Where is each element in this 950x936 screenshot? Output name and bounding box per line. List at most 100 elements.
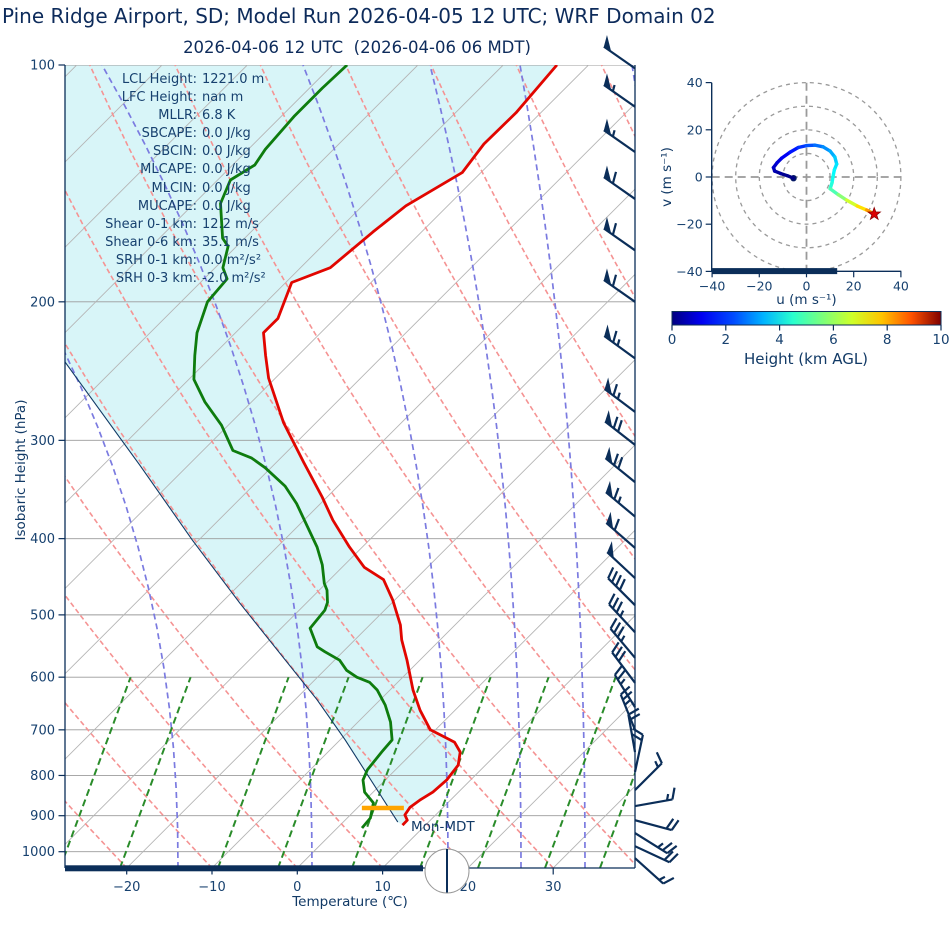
temperature-tick-label: −10 (198, 880, 225, 895)
wind-barb (605, 511, 636, 549)
stat-value: 0.0 m²/s² (202, 252, 262, 268)
stat-value: 0.0 J/kg (202, 162, 251, 178)
isotherm-line (65, 65, 589, 590)
colorbar-tick-label: 10 (932, 332, 949, 348)
wind-barb (603, 118, 636, 153)
isotherm-line (65, 273, 635, 846)
sounding-profiles (65, 65, 558, 829)
wind-barb (606, 541, 636, 579)
pressure-tick-label: 800 (30, 769, 55, 784)
hodograph-v-tick-label: 40 (687, 75, 703, 90)
temperature-tick-label: 0 (293, 880, 301, 895)
hodograph-u-axis-label: u (m s⁻¹) (776, 292, 837, 308)
colorbar-tick-label: 8 (883, 332, 892, 348)
wind-barb (603, 73, 636, 108)
surface-local-time-label: Mon-MDT (411, 819, 475, 835)
wind-barb (608, 593, 636, 633)
isotherm-line (65, 65, 333, 334)
hodograph-u-tick-label: −20 (746, 278, 772, 293)
stat-value: 0.0 J/kg (202, 198, 251, 214)
wind-barb (634, 751, 663, 791)
stat-row: SBCIN: 0.0 J/kg (58, 143, 358, 161)
dry-adiabat-line (430, 65, 635, 438)
hodograph-range-ring (735, 105, 878, 249)
stat-label: SRH 0-3 km: (115, 271, 197, 287)
mixing-ratio-line (351, 677, 424, 868)
isotherm-line (467, 700, 635, 868)
wind-barb (603, 165, 636, 200)
pressure-tick-label: 600 (30, 671, 55, 686)
pressure-axis-label: Isobaric Height (hPa) (13, 399, 29, 541)
dry-adiabat-line (89, 65, 635, 866)
colorbar-tick-label: 2 (722, 332, 731, 348)
dry-adiabat-line (65, 188, 554, 868)
stat-label: SRH 0-1 km: (115, 252, 197, 268)
colorbar-tick-label: 6 (829, 332, 838, 348)
temperature-tick-label: 30 (545, 880, 562, 895)
mixing-ratio-line (599, 770, 635, 868)
stat-row: Shear 0-1 km: 12.2 m/s (58, 216, 358, 234)
wind-barb (634, 857, 675, 885)
wind-barb (604, 446, 636, 483)
wind-barb (603, 268, 636, 303)
stat-row: MLCIN: 0.0 J/kg (58, 180, 358, 198)
temperature-tick-label: 10 (374, 880, 391, 895)
stat-value: 0.0 J/kg (202, 144, 251, 160)
isotherm-line (65, 103, 635, 675)
wind-barb (603, 35, 636, 70)
isotherm-line (639, 65, 950, 868)
hodograph-v-axis-label: v (m s⁻¹) (659, 147, 675, 207)
hodograph-u-tick-label: −40 (699, 278, 725, 293)
wind-barb (634, 787, 676, 808)
mixing-ratio-line (477, 677, 550, 868)
temperature-axis-label: Temperature (℃) (292, 894, 408, 910)
hodograph-u-tick-label: 20 (846, 278, 862, 293)
stat-row: MLLR: 6.8 K (58, 107, 358, 125)
dry-adiabat-line (600, 65, 635, 138)
stat-value: 1221.0 m (202, 72, 265, 87)
wind-barb (634, 845, 679, 864)
stat-row: LFC Height: nan m (58, 89, 358, 107)
mixing-ratio-lines (65, 677, 635, 868)
pressure-tick-label: 100 (30, 59, 55, 74)
wind-barb (604, 410, 636, 446)
storm-motion-star-icon (866, 206, 882, 221)
isotherm-line (126, 359, 635, 868)
dry-adiabat-line (174, 65, 635, 772)
height-colorbar: 0 2 4 6 8 10 (668, 311, 950, 348)
colorbar-label: Height (km AGL) (743, 350, 869, 368)
pressure-tick-label: 900 (30, 809, 55, 824)
hodograph-v-tick-label: −40 (676, 264, 702, 279)
pressure-tick-label: 400 (30, 532, 55, 547)
wind-barb (634, 832, 678, 855)
stat-row: MLCAPE: 0.0 J/kg (58, 161, 358, 179)
isotherm-line (552, 785, 635, 868)
wind-barb (634, 818, 680, 832)
colorbar-tick-label: 4 (775, 332, 784, 348)
stat-row: MUCAPE: 0.0 J/kg (58, 198, 358, 216)
wind-barb (603, 377, 636, 413)
hodograph-u-tick-label: 0 (803, 278, 811, 293)
mixing-ratio-line (217, 677, 290, 868)
pressure-tick-label: 300 (30, 434, 55, 449)
stat-label: SBCIN: (153, 144, 197, 160)
dry-adiabat-line (65, 475, 384, 868)
dry-adiabat-line (65, 593, 298, 868)
isotherm-line (65, 65, 248, 248)
wind-barb (605, 480, 636, 518)
pressure-tick-label: 1000 (22, 845, 55, 860)
pressure-tick-label: 500 (30, 608, 55, 623)
stat-value: 12.2 m/s (202, 216, 259, 232)
cin-shade-region (65, 65, 557, 826)
page-title: Pine Ridge Airport, SD; Model Run 2026-0… (2, 4, 716, 28)
dry-adiabat-line (259, 65, 635, 671)
hodograph-trace-segment (844, 198, 859, 208)
mixing-ratio-line (419, 677, 492, 868)
stat-row: Shear 0-6 km: 35.1 m/s (58, 234, 358, 252)
stat-value: -2.0 m²/s² (202, 271, 266, 287)
wind-barb (619, 685, 637, 731)
wind-barb (627, 707, 641, 753)
mixing-ratio-line (277, 677, 350, 868)
stat-row: SRH 0-3 km: -2.0 m²/s² (58, 270, 358, 288)
thermodynamic-stats-block: LCL Height: 1221.0 m LFC Height: nan m MLLR:… (58, 71, 358, 288)
